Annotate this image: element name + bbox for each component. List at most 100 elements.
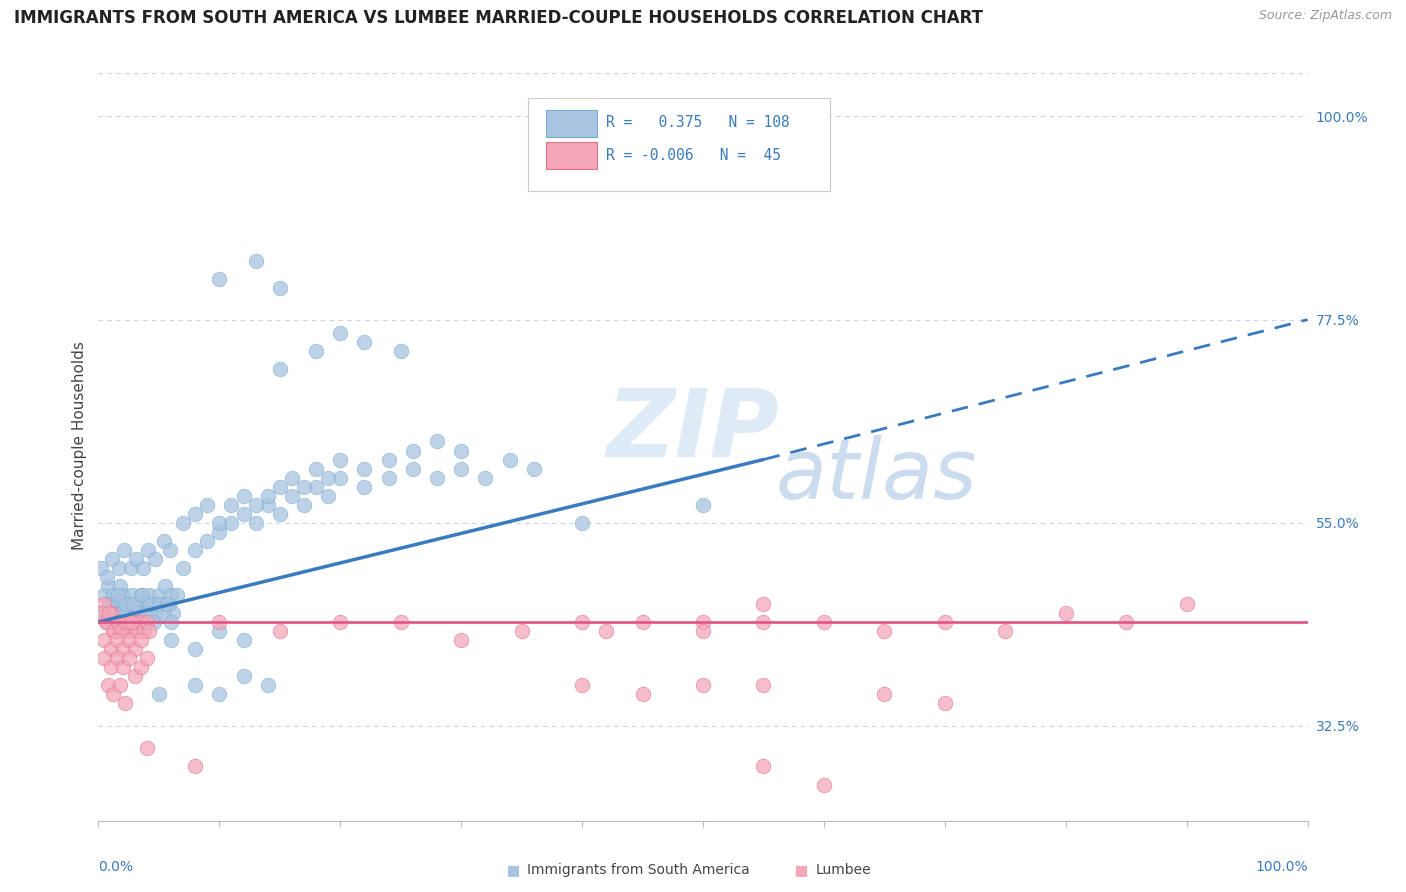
Point bbox=[245, 498, 267, 512]
Point bbox=[208, 272, 231, 286]
Point bbox=[353, 461, 375, 475]
Point bbox=[873, 687, 896, 701]
Point bbox=[115, 597, 138, 611]
Point bbox=[160, 633, 183, 648]
Point bbox=[98, 606, 121, 620]
Point bbox=[101, 624, 124, 638]
Point bbox=[1115, 615, 1137, 629]
Point bbox=[142, 597, 165, 611]
Point bbox=[93, 633, 115, 648]
Point bbox=[329, 615, 352, 629]
Point bbox=[208, 624, 231, 638]
Point bbox=[145, 606, 167, 620]
Point bbox=[305, 344, 328, 359]
Point bbox=[100, 606, 122, 620]
Point bbox=[316, 470, 339, 484]
Point bbox=[692, 678, 714, 692]
Point bbox=[305, 461, 328, 475]
Text: R =   0.375   N = 108: R = 0.375 N = 108 bbox=[606, 115, 790, 130]
Point bbox=[105, 615, 128, 629]
Point bbox=[138, 624, 160, 638]
Point bbox=[129, 615, 152, 629]
Point bbox=[138, 588, 160, 602]
Point bbox=[135, 651, 157, 665]
Point bbox=[994, 624, 1017, 638]
Point bbox=[122, 597, 145, 611]
FancyBboxPatch shape bbox=[546, 110, 596, 136]
Point bbox=[245, 516, 267, 530]
Point bbox=[160, 588, 183, 602]
Point bbox=[160, 615, 183, 629]
Point bbox=[129, 660, 152, 674]
Point bbox=[184, 678, 207, 692]
Point bbox=[752, 597, 775, 611]
Point bbox=[143, 552, 166, 566]
Point bbox=[450, 461, 472, 475]
Point bbox=[232, 507, 254, 521]
Point bbox=[108, 624, 131, 638]
Point bbox=[148, 687, 170, 701]
Point bbox=[124, 606, 146, 620]
Point bbox=[101, 588, 124, 602]
Text: atlas: atlas bbox=[776, 435, 977, 516]
Point bbox=[692, 498, 714, 512]
Point bbox=[103, 624, 125, 638]
Point bbox=[1175, 597, 1198, 611]
Text: Source: ZipAtlas.com: Source: ZipAtlas.com bbox=[1258, 9, 1392, 22]
Point bbox=[329, 326, 352, 340]
Point bbox=[118, 615, 141, 629]
Point bbox=[232, 633, 254, 648]
Point bbox=[108, 678, 131, 692]
Point bbox=[143, 615, 166, 629]
Point bbox=[93, 597, 115, 611]
Point bbox=[172, 561, 194, 575]
Point bbox=[114, 696, 136, 710]
Point bbox=[631, 687, 654, 701]
Point bbox=[221, 498, 243, 512]
Point bbox=[105, 597, 128, 611]
Point bbox=[402, 461, 425, 475]
Point bbox=[195, 533, 218, 548]
Point bbox=[232, 669, 254, 683]
Point bbox=[101, 687, 124, 701]
Point bbox=[110, 624, 132, 638]
Point bbox=[93, 651, 115, 665]
Point bbox=[121, 624, 143, 638]
Point bbox=[292, 480, 315, 494]
Text: Lumbee: Lumbee bbox=[815, 863, 872, 877]
Point bbox=[120, 561, 142, 575]
Point bbox=[316, 489, 339, 503]
Point bbox=[110, 606, 132, 620]
Point bbox=[377, 452, 399, 467]
Point bbox=[139, 597, 162, 611]
FancyBboxPatch shape bbox=[527, 97, 830, 191]
Point bbox=[402, 443, 425, 458]
Point bbox=[281, 470, 304, 484]
Point bbox=[162, 606, 184, 620]
Point bbox=[208, 524, 231, 539]
Point bbox=[91, 606, 114, 620]
Point bbox=[353, 480, 375, 494]
Point bbox=[269, 281, 291, 295]
Point bbox=[752, 759, 775, 773]
Point bbox=[148, 597, 170, 611]
Point bbox=[114, 624, 136, 638]
Point bbox=[813, 778, 835, 792]
Point bbox=[934, 615, 956, 629]
Point bbox=[184, 507, 207, 521]
Point bbox=[256, 678, 278, 692]
Point bbox=[100, 597, 122, 611]
Point bbox=[108, 579, 131, 593]
Point bbox=[114, 606, 136, 620]
Point bbox=[389, 615, 412, 629]
Point bbox=[1054, 606, 1077, 620]
Point bbox=[118, 651, 141, 665]
Point bbox=[127, 606, 149, 620]
Point bbox=[377, 470, 399, 484]
Point bbox=[97, 678, 120, 692]
Point bbox=[269, 480, 291, 494]
Point bbox=[269, 362, 291, 376]
Point bbox=[281, 489, 304, 503]
Point bbox=[166, 588, 188, 602]
Point bbox=[245, 254, 267, 268]
